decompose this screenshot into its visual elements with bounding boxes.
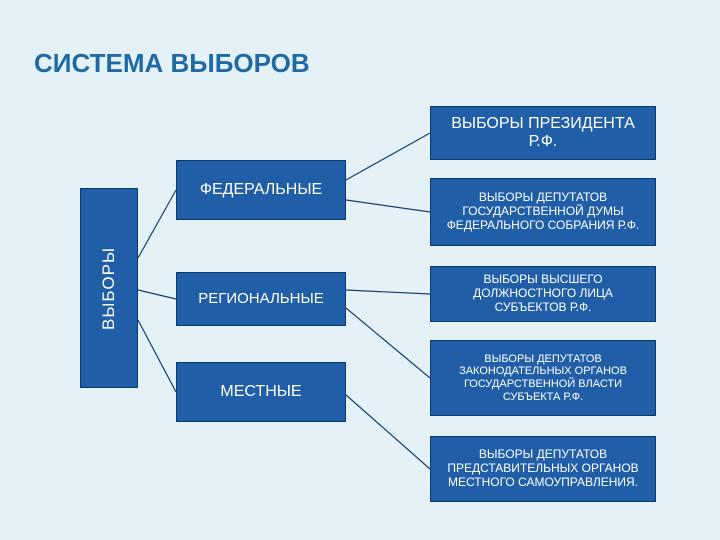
node-leaf-president: ВЫБОРЫ ПРЕЗИДЕНТА Р.Ф.: [430, 106, 656, 160]
node-leaf-gosduma-label: ВЫБОРЫ ДЕПУТАТОВ ГОСУДАРСТВЕННОЙ ДУМЫ ФЕ…: [437, 191, 649, 232]
node-leaf-legislative: ВЫБОРЫ ДЕПУТАТОВ ЗАКОНОДАТЕЛЬНЫХ ОРГАНОВ…: [430, 340, 656, 416]
node-leaf-president-label: ВЫБОРЫ ПРЕЗИДЕНТА Р.Ф.: [437, 115, 649, 152]
node-root: ВЫБОРЫ: [80, 188, 138, 388]
node-leaf-high-official: ВЫБОРЫ ВЫСШЕГО ДОЛЖНОСТНОГО ЛИЦА СУБЪЕКТ…: [430, 266, 656, 322]
node-leaf-gosduma: ВЫБОРЫ ДЕПУТАТОВ ГОСУДАРСТВЕННОЙ ДУМЫ ФЕ…: [430, 178, 656, 246]
node-leaf-legislative-label: ВЫБОРЫ ДЕПУТАТОВ ЗАКОНОДАТЕЛЬНЫХ ОРГАНОВ…: [437, 353, 649, 404]
node-local-label: МЕСТНЫЕ: [220, 383, 301, 401]
node-leaf-local-self-gov: ВЫБОРЫ ДЕПУТАТОВ ПРЕДСТАВИТЕЛЬНЫХ ОРГАНО…: [430, 436, 656, 502]
node-leaf-local-self-gov-label: ВЫБОРЫ ДЕПУТАТОВ ПРЕДСТАВИТЕЛЬНЫХ ОРГАНО…: [437, 448, 649, 489]
node-federal-label: ФЕДЕРАЛЬНЫЕ: [200, 181, 322, 199]
node-local: МЕСТНЫЕ: [176, 362, 346, 422]
node-regional-label: РЕГИОНАЛЬНЫЕ: [198, 290, 324, 307]
node-leaf-high-official-label: ВЫБОРЫ ВЫСШЕГО ДОЛЖНОСТНОГО ЛИЦА СУБЪЕКТ…: [437, 273, 649, 314]
node-regional: РЕГИОНАЛЬНЫЕ: [176, 272, 346, 326]
page-title: СИСТЕМА ВЫБОРОВ: [34, 48, 310, 79]
diagram-stage: СИСТЕМА ВЫБОРОВ ВЫБОРЫ ФЕДЕРАЛЬНЫЕ РЕГИО…: [0, 0, 720, 540]
node-root-label: ВЫБОРЫ: [99, 247, 119, 330]
node-federal: ФЕДЕРАЛЬНЫЕ: [176, 160, 346, 220]
